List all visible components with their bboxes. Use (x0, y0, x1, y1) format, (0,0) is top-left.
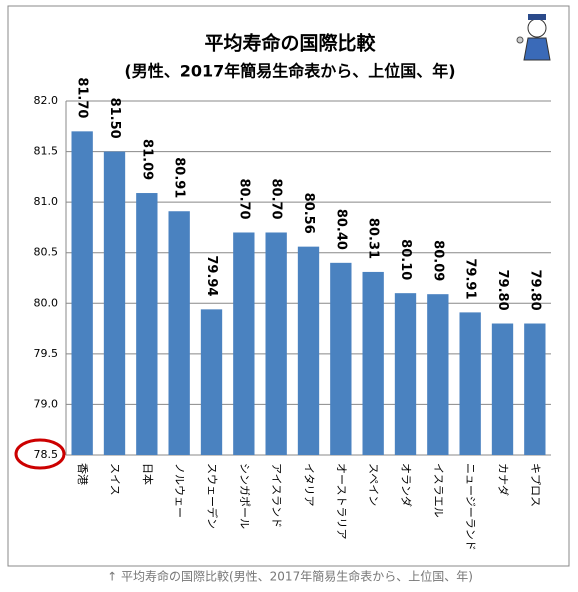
chart-frame (7, 5, 570, 567)
y-tick-label: 82.0 (34, 94, 59, 107)
bar (330, 262, 352, 455)
x-tick-label: スウェーデン (206, 463, 220, 529)
value-label: 79.80 (527, 270, 542, 311)
x-tick-label: キプロス (529, 463, 542, 507)
value-label: 79.94 (204, 255, 219, 296)
bar (491, 323, 514, 455)
value-label: 80.40 (333, 209, 348, 250)
bar (168, 211, 190, 455)
value-label: 79.80 (495, 270, 510, 311)
caption: ↑ 平均寿命の国際比較(男性、2017年簡易生命表から、上位国、年) (107, 569, 473, 584)
value-label: 80.70 (236, 178, 251, 219)
value-label: 80.91 (172, 157, 187, 198)
value-label: 81.70 (75, 77, 90, 118)
x-tick-label: 日本 (141, 463, 155, 485)
y-tick-label: 80.5 (34, 246, 59, 259)
value-label: 80.70 (269, 178, 284, 219)
x-tick-label: スイス (109, 463, 122, 496)
x-tick-label: ノルウェー (173, 463, 186, 518)
bar (265, 232, 287, 455)
y-tick-label: 78.5 (34, 448, 59, 461)
bar (459, 312, 481, 455)
x-tick-label: 香港 (76, 463, 89, 485)
bar (103, 151, 126, 456)
value-label: 81.09 (139, 139, 154, 180)
x-tick-label: イスラエル (432, 463, 445, 518)
chart-title: 平均寿命の国際比較 (204, 32, 376, 55)
bar (394, 293, 417, 455)
x-tick-label: アイスランド (270, 463, 283, 528)
value-label: 80.10 (398, 239, 413, 280)
x-tick-label: カナダ (497, 463, 511, 496)
bar (200, 309, 223, 455)
bar (427, 294, 449, 455)
x-tick-label: シンガポール (238, 463, 251, 529)
mascot-icon (516, 14, 551, 61)
y-tick-label: 81.0 (34, 195, 59, 208)
value-label: 80.09 (430, 240, 445, 281)
value-label: 81.50 (107, 98, 122, 139)
bar (136, 193, 158, 456)
bar (297, 246, 320, 455)
y-tick-label: 79.0 (34, 397, 59, 410)
chart-subtitle: (男性、2017年簡易生命表から、上位国、年) (124, 62, 455, 81)
y-tick-label: 79.5 (34, 347, 59, 360)
bar (524, 323, 546, 455)
x-tick-label: スペイン (367, 463, 380, 506)
y-tick-label: 80.0 (34, 296, 59, 309)
bar (233, 232, 255, 455)
value-label: 80.56 (301, 193, 316, 234)
x-tick-label: ニュージーランド (464, 463, 477, 551)
highlight-circle (14, 438, 66, 470)
x-tick-label: オーストラリア (335, 463, 348, 539)
x-tick-label: オランダ (400, 463, 414, 507)
value-label: 79.91 (463, 258, 478, 299)
value-label: 80.31 (366, 218, 381, 259)
x-tick-label: イタリア (303, 463, 316, 507)
y-tick-label: 81.5 (34, 145, 59, 158)
bar (71, 131, 93, 456)
bar (362, 271, 384, 455)
